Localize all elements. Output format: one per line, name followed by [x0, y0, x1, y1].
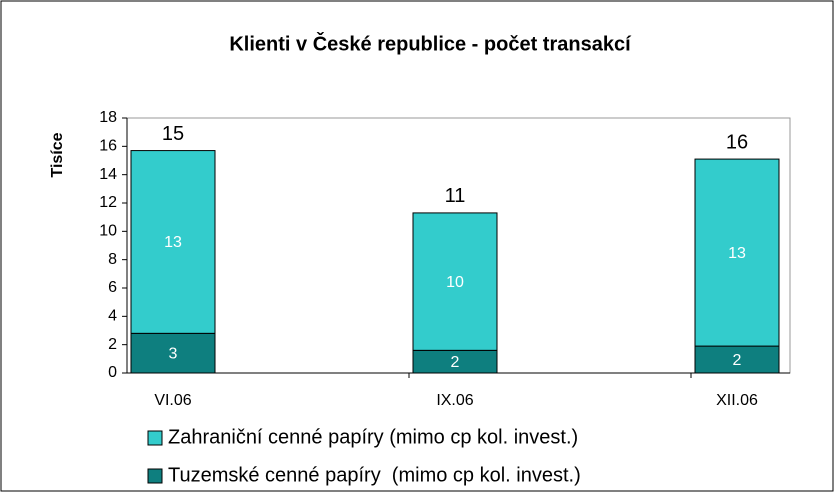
- x-tick-label: VI.06: [154, 392, 191, 409]
- value-label: 3: [169, 345, 178, 362]
- total-label: 11: [445, 185, 466, 207]
- chart-title: Klienti v České republice - počet transa…: [229, 31, 632, 55]
- legend-label: Tuzemské cenné papíry (mimo cp kol. inve…: [168, 464, 581, 486]
- y-tick-label: 2: [108, 336, 117, 353]
- bar-segment: [412, 212, 498, 351]
- x-tick-label: XII.06: [716, 392, 758, 409]
- y-tick-label: 18: [99, 109, 117, 126]
- bar-segment: [694, 345, 780, 374]
- y-axis-label: Tisíce: [49, 132, 66, 177]
- y-tick-label: 8: [108, 251, 117, 268]
- x-tick-label: IX.06: [436, 392, 473, 409]
- value-label: 13: [728, 245, 746, 262]
- total-label: 15: [162, 123, 184, 145]
- legend-swatch: [147, 468, 163, 484]
- legend-label: Zahraniční cenné papíry (mimo cp kol. in…: [168, 426, 578, 448]
- y-tick-label: 14: [99, 166, 117, 183]
- value-label: 2: [451, 354, 460, 371]
- y-tick-label: 12: [99, 194, 117, 211]
- y-tick-label: 0: [108, 364, 117, 381]
- bar-segment: [130, 150, 216, 334]
- y-tick-label: 16: [99, 138, 117, 155]
- y-tick-label: 10: [99, 223, 117, 240]
- value-label: 2: [733, 352, 742, 369]
- value-label: 13: [164, 234, 182, 251]
- total-label: 16: [726, 131, 748, 153]
- y-tick-label: 4: [108, 308, 117, 325]
- bar-segment: [694, 158, 780, 347]
- legend-swatch: [147, 430, 163, 446]
- y-tick-label: 6: [108, 279, 117, 296]
- value-label: 10: [446, 274, 464, 291]
